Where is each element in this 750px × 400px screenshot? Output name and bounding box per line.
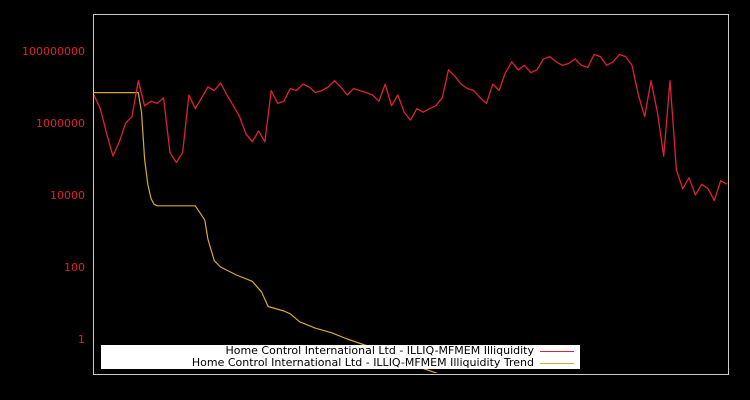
y-tick-label: 100000000: [22, 45, 85, 58]
y-tick-label: 1: [78, 333, 85, 346]
series-layer: [94, 53, 727, 373]
y-tick-label: 100: [64, 261, 85, 274]
legend-label: Home Control International Ltd - ILLIQ-M…: [225, 344, 534, 357]
axes-frame: [93, 14, 729, 375]
legend-swatch-red: [540, 350, 574, 352]
legend-item-illiquidity: Home Control International Ltd - ILLIQ-M…: [225, 345, 580, 357]
legend-label: Home Control International Ltd - ILLIQ-M…: [191, 356, 534, 369]
y-tick-label: 10000: [50, 189, 85, 202]
y-tick-label: 1000000: [36, 117, 85, 130]
legend: Home Control International Ltd - ILLIQ-M…: [101, 345, 580, 369]
legend-swatch-gold: [540, 362, 574, 364]
illiquidity-line: [94, 53, 727, 202]
legend-item-trend: Home Control International Ltd - ILLIQ-M…: [192, 357, 580, 369]
trend-line: [94, 91, 439, 373]
